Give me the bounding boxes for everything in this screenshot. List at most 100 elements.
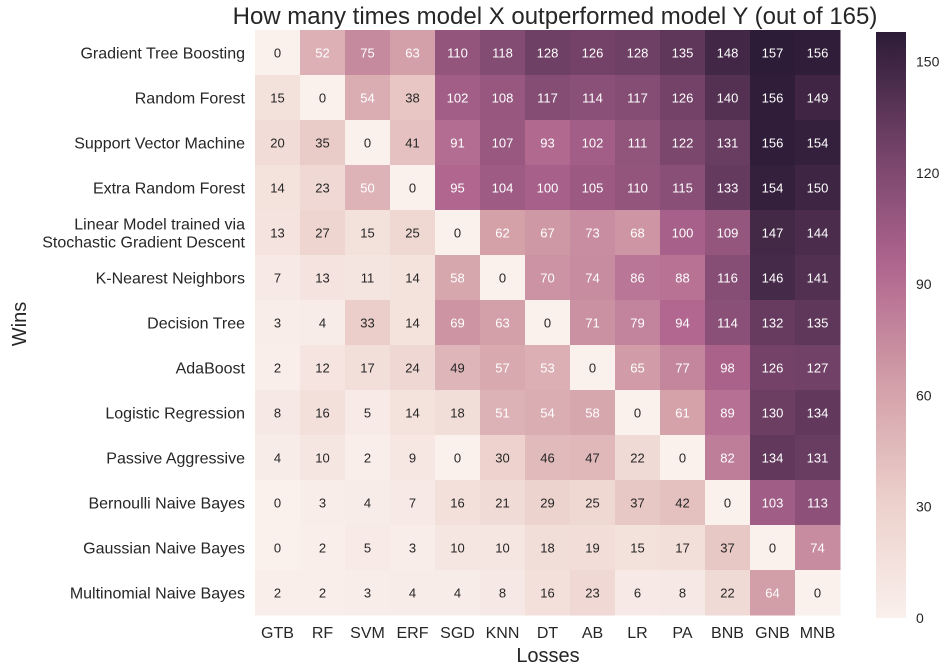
heatmap-cell-value: 94 xyxy=(675,316,689,331)
colorbar-ticks: 0 30 60 90 120 150 xyxy=(916,54,940,626)
heatmap-cell-value: 16 xyxy=(315,406,329,421)
heatmap-cell xyxy=(480,30,526,76)
heatmap-cell-value: 15 xyxy=(360,226,374,241)
heatmap-cell xyxy=(525,75,571,121)
heatmap-cell-value: 13 xyxy=(270,226,284,241)
heatmap-cell xyxy=(300,390,346,436)
heatmap-cell xyxy=(795,255,841,301)
heatmap-cell xyxy=(660,255,706,301)
heatmap-cell xyxy=(795,300,841,346)
row-label: AdaBoost xyxy=(176,361,246,378)
heatmap-cell-value: 2 xyxy=(274,586,281,601)
heatmap-cell xyxy=(480,570,526,616)
heatmap-cell-value: 22 xyxy=(720,586,734,601)
heatmap-cell xyxy=(255,30,301,76)
heatmap-cell xyxy=(795,525,841,571)
heatmap-cell xyxy=(615,435,661,481)
heatmap-cell-value: 109 xyxy=(717,226,739,241)
heatmap-cell xyxy=(795,120,841,166)
heatmap-cell xyxy=(570,525,616,571)
heatmap-cell-value: 24 xyxy=(405,361,419,376)
heatmap-cell-value: 69 xyxy=(450,316,464,331)
heatmap-cell-value: 3 xyxy=(274,316,281,331)
heatmap-cell xyxy=(750,345,796,391)
heatmap-cell xyxy=(795,210,841,256)
heatmap-cell-value: 128 xyxy=(537,46,559,61)
heatmap-cell xyxy=(435,345,481,391)
heatmap-cell-value: 5 xyxy=(364,541,371,556)
heatmap-cell-value: 93 xyxy=(540,136,554,151)
heatmap-cell-value: 147 xyxy=(762,226,784,241)
heatmap-cell-value: 15 xyxy=(630,541,644,556)
heatmap-cell xyxy=(570,570,616,616)
heatmap-cell-value: 156 xyxy=(762,91,784,106)
row-label: Random Forest xyxy=(135,91,246,108)
column-label: GNB xyxy=(755,625,790,642)
heatmap-cell xyxy=(660,525,706,571)
heatmap-cell-value: 103 xyxy=(762,496,784,511)
heatmap-cell-value: 0 xyxy=(544,316,551,331)
heatmap-cell-value: 128 xyxy=(627,46,649,61)
heatmap-cell xyxy=(615,480,661,526)
heatmap-cell xyxy=(435,30,481,76)
heatmap-cell-value: 17 xyxy=(675,541,689,556)
heatmap-cell xyxy=(255,480,301,526)
heatmap-cell xyxy=(750,390,796,436)
heatmap-cell-value: 18 xyxy=(540,541,554,556)
heatmap-cell xyxy=(255,75,301,121)
heatmap-cell xyxy=(705,345,751,391)
heatmap-cell xyxy=(435,255,481,301)
heatmap-cell-value: 108 xyxy=(492,91,514,106)
column-label: PA xyxy=(672,625,692,642)
heatmap-cell xyxy=(750,570,796,616)
heatmap-cell xyxy=(795,435,841,481)
heatmap-cell-value: 65 xyxy=(630,361,644,376)
heatmap-cell xyxy=(795,480,841,526)
heatmap-cell xyxy=(255,255,301,301)
heatmap-cell-value: 53 xyxy=(540,361,554,376)
heatmap-cell xyxy=(435,120,481,166)
col-labels: GTB RF SVM ERF SGD KNN DT AB LR PA BNB GNB MNB xyxy=(261,625,835,642)
heatmap-cell xyxy=(345,75,391,121)
heatmap-cell xyxy=(615,120,661,166)
heatmap-cell-value: 110 xyxy=(447,46,468,61)
heatmap-cell xyxy=(570,345,616,391)
heatmap-cell-value: 122 xyxy=(672,136,694,151)
heatmap-cell xyxy=(480,75,526,121)
row-label: Bernoulli Naive Bayes xyxy=(88,496,245,513)
heatmap-cell xyxy=(345,525,391,571)
heatmap-cell xyxy=(660,570,706,616)
heatmap-cell-value: 19 xyxy=(585,541,599,556)
heatmap-cell xyxy=(525,255,571,301)
heatmap-cell xyxy=(570,30,616,76)
heatmap-cell xyxy=(750,210,796,256)
heatmap-cell-value: 7 xyxy=(409,496,416,511)
heatmap-cell-value: 25 xyxy=(585,496,599,511)
heatmap-cell-value: 14 xyxy=(405,316,419,331)
heatmap-cell xyxy=(345,390,391,436)
heatmap-cell-value: 35 xyxy=(315,136,329,151)
heatmap-cell xyxy=(705,75,751,121)
heatmap-cell-value: 63 xyxy=(495,316,509,331)
heatmap-cell-value: 102 xyxy=(582,136,604,151)
heatmap-cell xyxy=(570,75,616,121)
heatmap-cell-value: 54 xyxy=(360,91,374,106)
heatmap-cell-value: 16 xyxy=(450,496,464,511)
heatmap-cell-value: 0 xyxy=(409,181,416,196)
heatmap-cell-value: 156 xyxy=(762,136,784,151)
column-label: ERF xyxy=(397,625,429,642)
heatmap-cell xyxy=(570,255,616,301)
heatmap-cell xyxy=(435,570,481,616)
heatmap-cell-value: 2 xyxy=(319,586,326,601)
heatmap-cell xyxy=(300,345,346,391)
heatmap-cell-value: 0 xyxy=(454,451,461,466)
row-label: Extra Random Forest xyxy=(93,181,246,198)
heatmap-cell-value: 140 xyxy=(717,91,739,106)
heatmap-cell xyxy=(570,480,616,526)
heatmap-cell xyxy=(300,165,346,211)
heatmap-cell-value: 154 xyxy=(807,136,829,151)
heatmap-cell-value: 22 xyxy=(630,451,644,466)
heatmap-cell xyxy=(300,75,346,121)
